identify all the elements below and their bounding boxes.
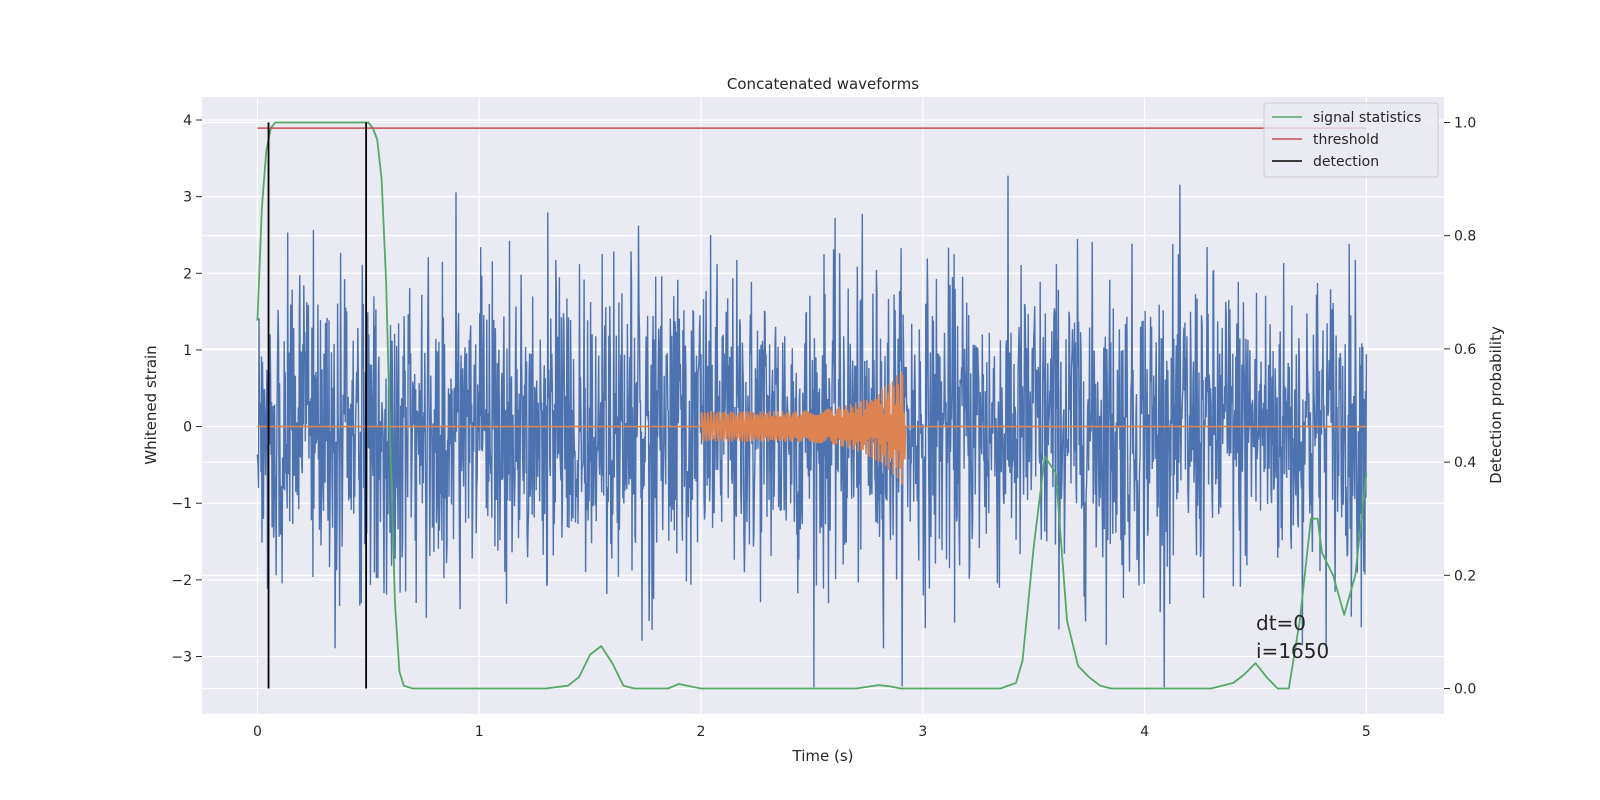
y-tick-label-6: 3 — [183, 190, 192, 206]
y-tick-label-4: 1 — [183, 343, 192, 359]
template-line — [257, 371, 1367, 485]
y2-tick-label-0: 0.0 — [1454, 682, 1476, 698]
x-tick-label-1: 1 — [475, 724, 484, 740]
detection-series — [267, 122, 368, 689]
y2-tick-label-1: 0.2 — [1454, 568, 1476, 584]
legend-label-threshold: threshold — [1313, 132, 1379, 148]
y-tick-label-7: 4 — [183, 113, 192, 129]
legend: signal statistics threshold detection — [1263, 102, 1439, 178]
legend-label-detection: detection — [1313, 154, 1379, 170]
y-axis-title: Whitened strain — [142, 345, 160, 464]
y2-axis-title: Detection probability — [1487, 326, 1505, 484]
y-tick-label-2: −1 — [171, 496, 192, 512]
y2-tick-label-5: 1.0 — [1454, 115, 1476, 131]
x-tick-label-3: 3 — [918, 724, 927, 740]
x-tick-label-0: 0 — [253, 724, 262, 740]
x-tick-label-2: 2 — [697, 724, 706, 740]
y2-tick-label-3: 0.6 — [1454, 342, 1476, 358]
annotation-line-dt: dt=0 — [1256, 611, 1306, 635]
y-tick-label-0: −3 — [171, 650, 192, 666]
y2-tick-label-2: 0.4 — [1454, 455, 1476, 471]
axis-ticks: 0 1 2 3 4 5 −3 −2 −1 0 1 2 3 4 0.0 0.2 0.4 0.6 0.8 1.0 — [171, 113, 1476, 740]
annotation: dt=0 i=1650 — [1256, 611, 1329, 663]
chart-title: Concatenated waveforms — [727, 75, 919, 93]
legend-label-signal-statistics: signal statistics — [1313, 110, 1421, 126]
y-tick-label-3: 0 — [183, 420, 192, 436]
y-tick-label-1: −2 — [171, 573, 192, 589]
x-tick-label-4: 4 — [1140, 724, 1149, 740]
x-tick-label-5: 5 — [1362, 724, 1371, 740]
template-series — [257, 371, 1367, 485]
annotation-line-index: i=1650 — [1256, 639, 1329, 663]
y-tick-label-5: 2 — [183, 266, 192, 282]
legend-box — [1263, 102, 1439, 178]
y2-tick-label-4: 0.8 — [1454, 229, 1476, 245]
x-axis-title: Time (s) — [792, 747, 854, 765]
